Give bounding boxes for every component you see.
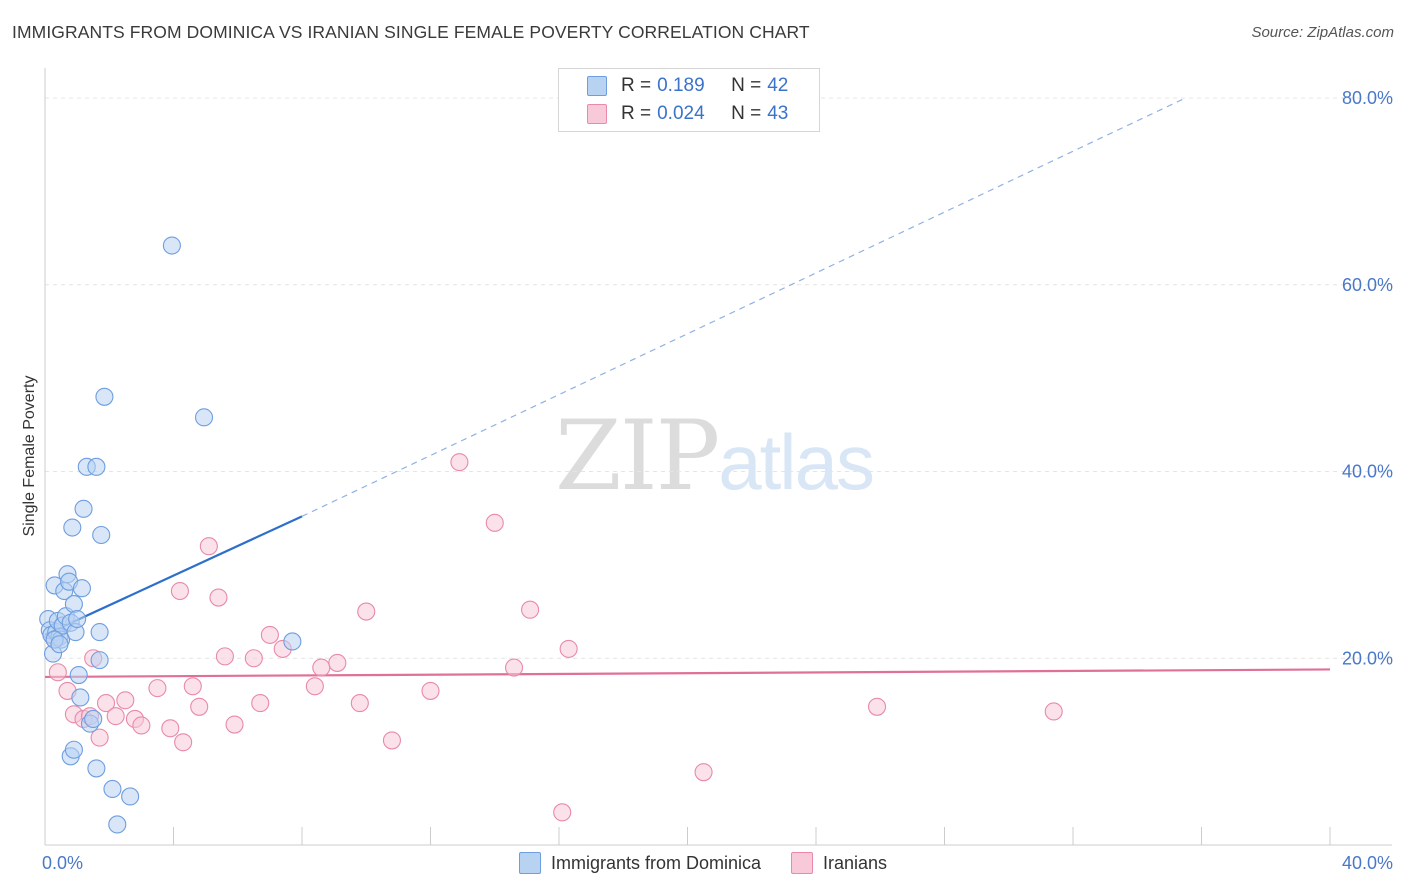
y-tick-label: 20.0% — [1342, 648, 1393, 668]
legend-swatch-dominica — [587, 76, 607, 96]
data-point-iranians — [251, 694, 270, 713]
data-point-iranians — [350, 694, 369, 713]
data-point-iranians — [244, 649, 263, 668]
legend-row-iranians: R = 0.024 N = 43 — [587, 102, 788, 126]
series-legend-item-iranians[interactable]: Iranians — [791, 852, 887, 874]
data-point-dominica — [90, 651, 109, 670]
data-point-iranians — [357, 602, 376, 621]
watermark-atlas: atlas — [718, 418, 875, 506]
legend-row-dominica: R = 0.189 N = 42 — [587, 74, 788, 98]
data-point-dominica — [121, 787, 140, 806]
gridlines — [45, 97, 1392, 659]
data-points — [39, 236, 1063, 834]
legend-r-label: R = — [621, 103, 652, 124]
trend-extension-0 — [301, 97, 1186, 517]
y-tick-label: 80.0% — [1342, 88, 1393, 108]
data-point-iranians — [183, 677, 202, 696]
x-tick-label: 40.0% — [1342, 853, 1393, 873]
legend-n-value: 42 — [767, 75, 789, 96]
watermark: ZIPatlas — [555, 400, 875, 512]
watermark-zip: ZIP — [555, 400, 720, 512]
data-point-iranians — [48, 663, 67, 682]
data-point-iranians — [559, 639, 578, 658]
trend-line-0 — [44, 515, 303, 636]
data-point-iranians — [260, 625, 279, 644]
x-tick-label: 0.0% — [42, 853, 83, 873]
data-point-dominica — [84, 709, 103, 728]
data-point-dominica — [64, 740, 83, 759]
legend-r-label: R = — [621, 75, 652, 96]
legend-n-value: 43 — [767, 103, 789, 124]
data-point-iranians — [161, 719, 180, 738]
chart-source: Source: ZipAtlas.com — [1251, 24, 1394, 41]
data-point-dominica — [95, 387, 114, 406]
data-point-dominica — [71, 688, 90, 707]
y-axis-label: Single Female Poverty — [21, 376, 38, 537]
data-point-iranians — [382, 731, 402, 750]
data-point-iranians — [421, 681, 440, 700]
data-point-iranians — [148, 679, 167, 698]
data-point-iranians — [215, 647, 234, 666]
legend-n-label: N = — [731, 75, 762, 96]
data-point-dominica — [72, 579, 91, 598]
data-point-iranians — [209, 588, 228, 607]
data-point-dominica — [194, 408, 214, 427]
series-label-iranians: Iranians — [823, 852, 888, 873]
data-point-iranians — [867, 697, 887, 716]
data-point-iranians — [450, 453, 469, 472]
data-point-dominica — [74, 499, 93, 518]
data-point-iranians — [225, 715, 244, 734]
data-point-dominica — [68, 609, 87, 629]
data-point-iranians — [90, 728, 109, 747]
data-point-iranians — [199, 537, 218, 556]
data-point-iranians — [694, 763, 713, 782]
y-tick-label: 40.0% — [1342, 462, 1393, 482]
data-point-dominica — [63, 518, 82, 537]
series-legend-item-dominica[interactable]: Immigrants from Dominica — [518, 852, 761, 874]
data-point-dominica — [64, 595, 83, 614]
series-legend: Immigrants from Dominica Iranians — [0, 852, 1406, 874]
data-point-dominica — [87, 457, 106, 476]
trend-lines — [44, 97, 1331, 679]
data-point-iranians — [170, 581, 189, 601]
data-point-dominica — [87, 759, 106, 778]
data-point-dominica — [69, 666, 88, 685]
series-swatch-iranians — [791, 852, 813, 874]
series-label-dominica: Immigrants from Dominica — [550, 852, 761, 873]
data-point-iranians — [190, 697, 209, 716]
data-point-iranians — [116, 691, 135, 710]
trend-line-1 — [44, 668, 1331, 679]
series-swatch-dominica — [518, 852, 541, 874]
chart-title: IMMIGRANTS FROM DOMINICA VS IRANIAN SING… — [12, 22, 810, 42]
data-point-iranians — [485, 513, 504, 532]
data-point-iranians — [174, 733, 193, 752]
data-point-iranians — [312, 658, 331, 677]
data-point-dominica — [162, 236, 181, 255]
data-point-iranians — [328, 653, 347, 672]
data-point-iranians — [553, 803, 572, 822]
data-point-dominica — [103, 779, 122, 799]
axes — [44, 68, 1392, 846]
data-point-iranians — [521, 600, 540, 619]
legend-r-value: 0.189 — [657, 75, 705, 96]
data-point-dominica — [108, 815, 127, 834]
y-tick-label: 60.0% — [1342, 275, 1393, 295]
legend-swatch-iranians — [587, 104, 607, 124]
data-point-iranians — [96, 694, 116, 713]
legend-r-value: 0.024 — [657, 103, 705, 124]
data-point-iranians — [132, 716, 151, 735]
correlation-legend: R = 0.189 N = 42 R = 0.024 N = 43 — [558, 68, 820, 132]
legend-n-label: N = — [731, 103, 762, 124]
data-point-dominica — [50, 635, 69, 654]
data-point-dominica — [283, 632, 302, 651]
data-point-dominica — [92, 525, 111, 545]
data-point-dominica — [90, 623, 109, 642]
data-point-iranians — [305, 677, 324, 696]
tick-labels: 80.0% 60.0% 40.0% 20.0% 0.0% 40.0% — [42, 88, 1393, 873]
data-point-iranians — [106, 707, 125, 726]
data-point-iranians — [1044, 702, 1063, 721]
data-point-iranians — [504, 658, 524, 677]
